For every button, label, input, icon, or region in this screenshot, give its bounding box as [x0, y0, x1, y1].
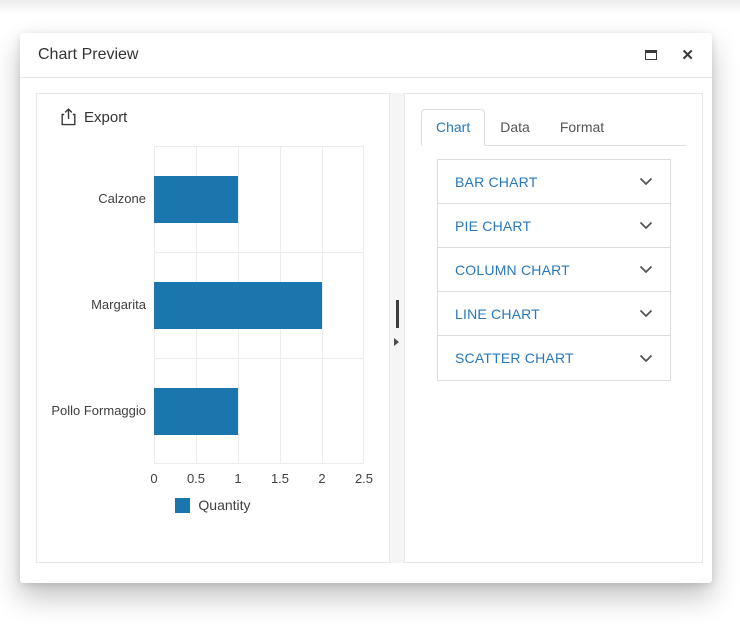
- chart-bar-calzone: [154, 176, 238, 223]
- x-tick-label: 2.5: [354, 471, 374, 486]
- bar-chart-plot: [154, 146, 364, 464]
- dialog-titlebar: Chart Preview ✕: [20, 33, 712, 78]
- close-icon: ✕: [681, 46, 694, 64]
- close-button[interactable]: ✕: [681, 48, 694, 63]
- export-icon: [61, 108, 76, 126]
- gridline: [154, 146, 364, 147]
- accordion-item-label: BAR CHART: [455, 173, 538, 190]
- legend-swatch: [175, 497, 191, 513]
- maximize-button[interactable]: [645, 50, 658, 60]
- chart-settings-panel: Chart Data Format BAR CHART PIE CHART COLUMN…: [404, 93, 703, 563]
- splitter-collapse-arrow-icon[interactable]: [394, 338, 399, 346]
- legend-label: Quantity: [198, 497, 251, 513]
- accordion-item-scatter-chart[interactable]: SCATTER CHART: [438, 336, 670, 380]
- accordion-item-pie-chart[interactable]: PIE CHART: [438, 204, 670, 248]
- category-label: Margarita: [91, 297, 146, 312]
- chevron-down-icon: [639, 265, 653, 274]
- gridline: [154, 358, 364, 359]
- gridline: [154, 252, 364, 253]
- accordion-item-label: SCATTER CHART: [455, 350, 574, 366]
- x-tick-label: 0: [150, 471, 158, 486]
- accordion-item-label: COLUMN CHART: [455, 261, 570, 278]
- accordion-item-label: LINE CHART: [455, 305, 540, 322]
- page-top-shade: [0, 0, 740, 14]
- pane-splitter[interactable]: [390, 93, 404, 563]
- maximize-icon: [645, 50, 658, 60]
- tab-format[interactable]: Format: [559, 119, 605, 135]
- accordion-item-column-chart[interactable]: COLUMN CHART: [438, 248, 670, 292]
- dialog-title: Chart Preview: [38, 46, 139, 63]
- chevron-down-icon: [639, 354, 653, 363]
- x-tick-label: 2: [318, 471, 326, 486]
- chart-bar-margarita: [154, 282, 322, 329]
- chevron-down-icon: [639, 177, 653, 186]
- x-tick-label: 1.5: [270, 471, 290, 486]
- chevron-down-icon: [639, 309, 653, 318]
- x-tick-label: 1: [234, 471, 242, 486]
- accordion-item-line-chart[interactable]: LINE CHART: [438, 292, 670, 336]
- x-tick-label: 0.5: [186, 471, 206, 486]
- accordion-item-bar-chart[interactable]: BAR CHART: [438, 160, 670, 204]
- chevron-down-icon: [639, 221, 653, 230]
- chart-legend: Quantity: [37, 497, 389, 513]
- gridline: [363, 146, 364, 464]
- export-button[interactable]: Export: [61, 108, 127, 126]
- chart-preview-panel: Export Calzone Margarita Pollo Formaggio 0…: [36, 93, 390, 563]
- tab-data[interactable]: Data: [500, 119, 530, 135]
- settings-tabbar: Chart Data Format: [421, 109, 686, 146]
- splitter-drag-handle[interactable]: [396, 300, 399, 328]
- tab-chart[interactable]: Chart: [421, 109, 486, 146]
- gridline: [154, 463, 364, 464]
- chart-bar-pollo-formaggio: [154, 388, 238, 435]
- chart-preview-dialog: Chart Preview ✕ Export Calzone Margarita P…: [20, 33, 712, 583]
- gridline: [322, 146, 323, 464]
- chart-type-accordion: BAR CHART PIE CHART COLUMN CHART LINE CHART…: [437, 159, 671, 381]
- accordion-item-label: PIE CHART: [455, 217, 532, 234]
- export-label: Export: [84, 108, 128, 126]
- category-label: Calzone: [98, 191, 146, 206]
- category-label: Pollo Formaggio: [51, 403, 146, 418]
